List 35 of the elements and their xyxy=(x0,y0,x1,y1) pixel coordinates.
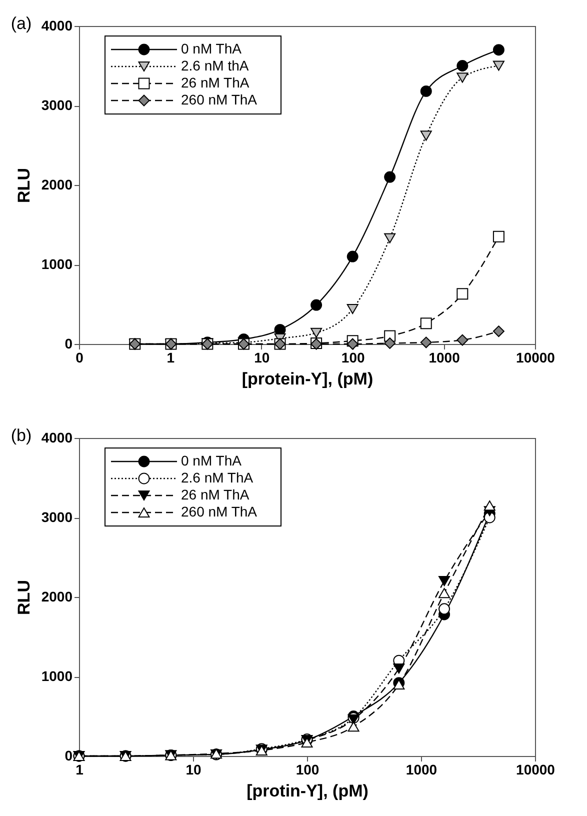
legend-label: 26 nM ThA xyxy=(181,486,250,502)
legend-label: 260 nM ThA xyxy=(181,504,258,520)
x-tick-label: 0 xyxy=(76,350,84,366)
y-tick-label: 2000 xyxy=(41,176,73,192)
y-tick-label: 2000 xyxy=(41,588,73,604)
chart-title: (b) xyxy=(10,426,32,445)
legend-label: 2.6 nM ThA xyxy=(181,470,254,486)
chart-title: (a) xyxy=(10,14,32,33)
y-tick-label: 0 xyxy=(64,336,73,352)
x-axis-title: [protin-Y], (pM) xyxy=(246,782,368,800)
y-tick-label: 3000 xyxy=(41,509,73,525)
y-tick-label: 1000 xyxy=(41,668,73,684)
x-axis-title: [protein-Y], (pM) xyxy=(242,370,374,388)
y-tick-label: 1000 xyxy=(41,256,73,272)
x-tick-label: 10 xyxy=(254,350,270,366)
x-tick-label: 1000 xyxy=(428,350,460,366)
y-tick-label: 3000 xyxy=(41,97,73,113)
x-tick-label: 1000 xyxy=(406,762,438,778)
legend-label: 0 nM ThA xyxy=(181,452,242,468)
x-tick-label: 100 xyxy=(341,350,365,366)
y-tick-label: 4000 xyxy=(41,430,73,446)
x-tick-label: 10000 xyxy=(516,350,556,366)
legend-label: 0 nM ThA xyxy=(181,40,242,56)
y-tick-label: 4000 xyxy=(41,18,73,34)
y-axis-title: RLU xyxy=(14,580,34,615)
x-tick-label: 10 xyxy=(186,762,202,778)
y-axis-title: RLU xyxy=(14,168,34,203)
legend-label: 2.6 nM thA xyxy=(181,58,250,74)
x-tick-label: 100 xyxy=(296,762,320,778)
x-tick-label: 1 xyxy=(166,350,175,366)
x-tick-label: 1 xyxy=(76,762,84,778)
y-tick-label: 0 xyxy=(64,748,73,764)
x-tick-label: 10000 xyxy=(516,762,556,778)
legend-label: 26 nM ThA xyxy=(181,74,250,90)
legend-label: 260 nM ThA xyxy=(181,92,258,108)
